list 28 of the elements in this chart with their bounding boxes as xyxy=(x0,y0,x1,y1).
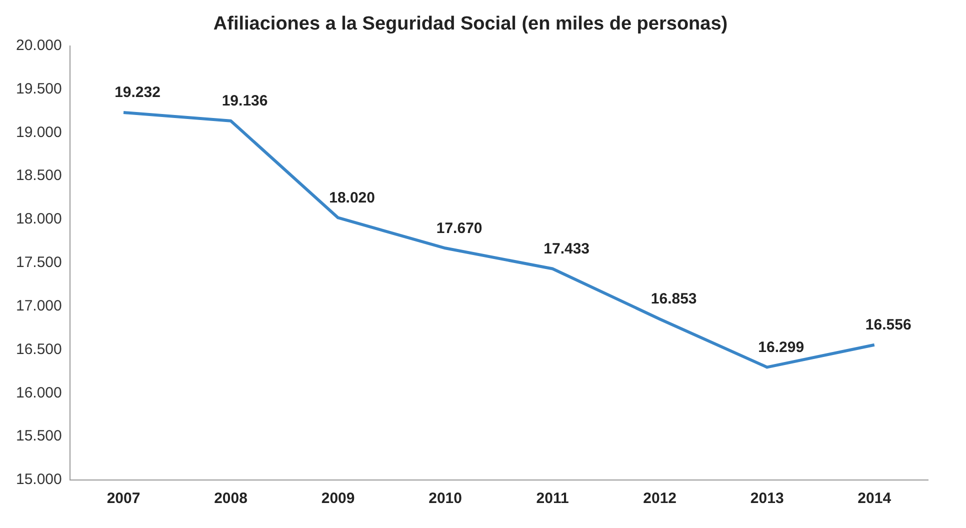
y-tick-label: 18.000 xyxy=(16,210,62,228)
y-tick-label: 17.000 xyxy=(16,297,62,314)
x-tick-label: 2013 xyxy=(750,490,784,508)
data-label: 17.433 xyxy=(544,240,590,258)
data-label: 19.136 xyxy=(222,92,268,110)
data-label: 19.232 xyxy=(114,84,160,102)
data-label: 18.020 xyxy=(329,189,375,206)
data-label: 16.299 xyxy=(758,338,804,356)
y-tick-label: 15.000 xyxy=(16,471,62,488)
y-tick-label: 19.500 xyxy=(16,80,62,98)
y-tick-label: 16.500 xyxy=(16,340,62,358)
data-label: 16.853 xyxy=(650,290,697,308)
data-label: 16.556 xyxy=(865,316,912,334)
x-tick-label: 2010 xyxy=(428,490,462,508)
y-tick-label: 19.000 xyxy=(16,124,62,141)
chart-title: Afiliaciones a la Seguridad Social (en miles de personas) xyxy=(213,14,728,35)
x-tick-label: 2008 xyxy=(214,490,248,508)
x-tick-label: 2014 xyxy=(858,490,892,508)
x-tick-label: 2007 xyxy=(106,490,140,508)
y-tick-label: 20.000 xyxy=(16,36,62,54)
x-tick-label: 2012 xyxy=(643,490,677,508)
y-tick-label: 18.500 xyxy=(16,167,62,184)
data-label: 17.670 xyxy=(436,220,482,237)
x-tick-label: 2011 xyxy=(536,490,569,508)
y-tick-label: 17.500 xyxy=(16,254,62,272)
y-tick-label: 16.000 xyxy=(16,384,62,402)
y-tick-label: 15.500 xyxy=(16,428,62,445)
x-tick-label: 2009 xyxy=(321,490,355,508)
